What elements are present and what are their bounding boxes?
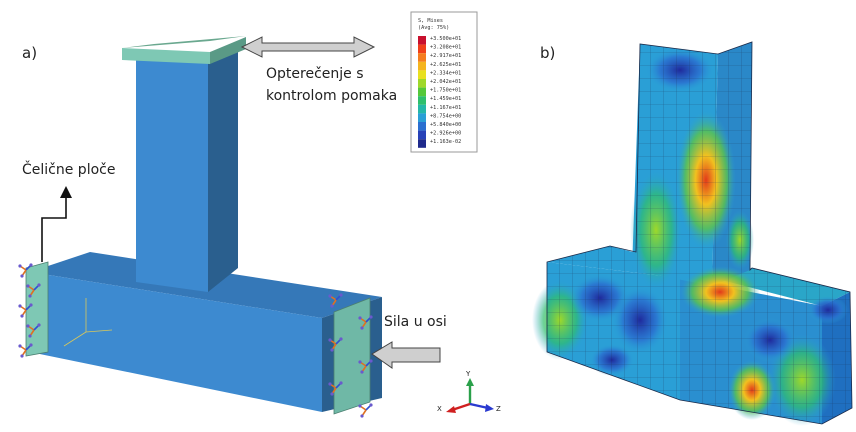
- legend-swatch: [418, 44, 426, 54]
- legend-subtitle: (Avg: 75%): [418, 25, 449, 31]
- legend-swatch: [418, 96, 426, 105]
- stress-legend: S, Mises (Avg: 75%) +3.500e+01 +3.208e+01…: [410, 11, 478, 153]
- legend-swatch: [418, 122, 426, 131]
- displacement-arrow: [240, 36, 376, 58]
- legend-value: +1.167e+01: [430, 105, 461, 111]
- right-end-plate: [333, 297, 371, 415]
- legend-value: +3.500e+01: [430, 36, 461, 42]
- triad-x-label: X: [437, 405, 442, 413]
- boundary-condition-marker: [18, 343, 33, 358]
- legend-value: +2.926e+00: [430, 131, 461, 137]
- axial-force-label: Sila u osi: [384, 314, 447, 330]
- boundary-condition-marker: [328, 293, 343, 308]
- legend-swatch: [418, 113, 426, 122]
- boundary-condition-marker: [358, 403, 373, 418]
- legend-swatch: [418, 79, 426, 88]
- boundary-condition-marker: [26, 323, 41, 338]
- legend-value: +1.750e+01: [430, 88, 461, 94]
- boundary-condition-marker: [26, 283, 41, 298]
- legend-swatch: [418, 139, 426, 148]
- legend-value: +3.208e+01: [430, 45, 461, 51]
- boundary-condition-marker: [358, 315, 373, 330]
- legend-value: +1.459e+01: [430, 96, 461, 102]
- boundary-condition-marker: [18, 303, 33, 318]
- legend-swatch: [418, 87, 426, 97]
- column-front-face: [136, 58, 208, 292]
- panel-a-label: a): [22, 44, 37, 62]
- legend-value: +2.334e+01: [430, 70, 461, 76]
- top-plate-front: [122, 48, 210, 64]
- panel-b: b): [532, 41, 853, 426]
- legend-value: +8.754e+00: [430, 113, 461, 119]
- legend-value: +1.163e-02: [430, 139, 461, 145]
- boundary-condition-marker: [328, 337, 343, 352]
- boundary-condition-marker: [358, 359, 373, 374]
- top-plate-side: [210, 37, 246, 64]
- column-side-face: [208, 48, 238, 292]
- legend-value: +2.042e+01: [430, 79, 461, 85]
- legend-value: +2.625e+01: [430, 62, 461, 68]
- load-label-line1: Opterečenje s: [266, 66, 364, 82]
- legend-title: S, Mises: [418, 18, 443, 24]
- top-plate-top: [122, 36, 246, 48]
- plates-pointer-head: [60, 186, 72, 198]
- legend-swatch: [418, 104, 426, 114]
- axial-force-arrow: [371, 341, 441, 369]
- plates-label: Čelične ploče: [22, 160, 115, 178]
- panel-b-label: b): [540, 44, 555, 62]
- triad-y-label: Y: [465, 370, 471, 378]
- boundary-markers: [18, 263, 373, 418]
- global-triad: Y X Z: [437, 370, 501, 413]
- boundary-condition-marker: [328, 381, 343, 396]
- legend-swatch: [418, 130, 426, 140]
- legend-swatch: [418, 36, 426, 45]
- legend-value: +5.840e+00: [430, 122, 461, 128]
- legend-swatch: [418, 70, 426, 79]
- legend-swatch: [418, 53, 426, 62]
- load-label-line2: kontrolom pomaka: [266, 88, 397, 104]
- plates-pointer: [41, 196, 67, 262]
- fe-mesh: [547, 42, 852, 424]
- base-front-face: [30, 272, 322, 412]
- panel-a: a) Opterečenje s kontrolom pomaka Čeličn…: [18, 11, 501, 418]
- local-axes-marker: [63, 298, 113, 347]
- legend-value: +2.917e+01: [430, 53, 461, 59]
- contour-outline: [546, 41, 853, 425]
- triad-z-label: Z: [496, 405, 501, 413]
- left-end-plate: [25, 261, 49, 357]
- boundary-condition-marker: [18, 263, 33, 278]
- legend-swatch: [418, 61, 426, 71]
